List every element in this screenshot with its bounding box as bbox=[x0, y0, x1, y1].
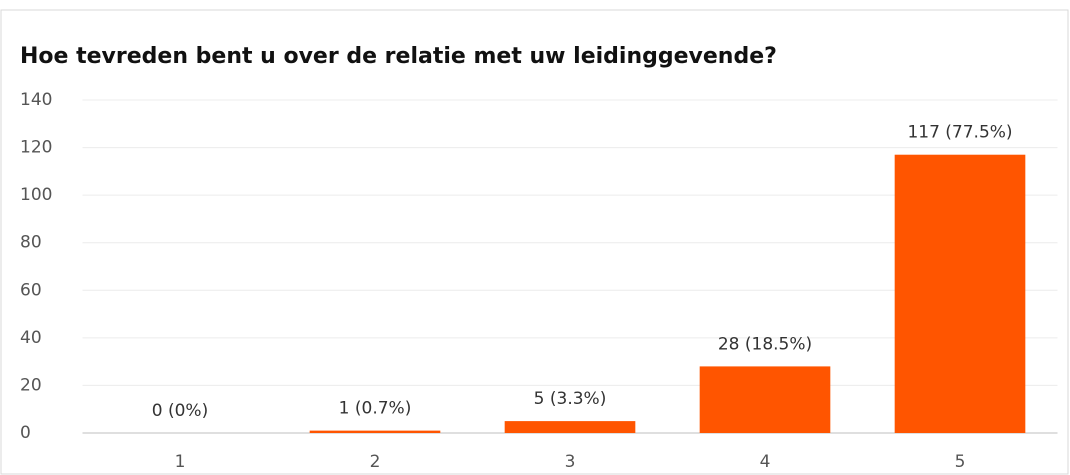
y-tick-label: 80 bbox=[20, 233, 42, 253]
y-tick-label: 0 bbox=[20, 423, 31, 443]
data-label: 117 (77.5%) bbox=[907, 123, 1012, 143]
x-tick-label: 5 bbox=[955, 452, 966, 472]
y-tick-label: 100 bbox=[20, 185, 52, 205]
x-tick-label: 3 bbox=[565, 452, 576, 472]
bar bbox=[894, 154, 1026, 433]
chart-frame bbox=[0, 9, 1069, 475]
bar bbox=[309, 430, 441, 433]
y-tick-label: 20 bbox=[20, 375, 42, 395]
y-tick-label: 60 bbox=[20, 280, 42, 300]
data-label: 5 (3.3%) bbox=[534, 389, 607, 409]
chart-title: Hoe tevreden bent u over de relatie met … bbox=[20, 44, 777, 69]
x-tick-label: 2 bbox=[370, 452, 381, 472]
data-label: 0 (0%) bbox=[152, 401, 208, 421]
x-tick-label: 1 bbox=[175, 452, 186, 472]
x-tick-label: 4 bbox=[760, 452, 771, 472]
bar bbox=[699, 366, 831, 433]
y-tick-label: 120 bbox=[20, 138, 52, 158]
y-tick-label: 40 bbox=[20, 328, 42, 348]
y-tick-label: 140 bbox=[20, 90, 52, 110]
data-label: 28 (18.5%) bbox=[718, 334, 812, 354]
data-label: 1 (0.7%) bbox=[339, 399, 412, 419]
bar bbox=[504, 421, 636, 433]
